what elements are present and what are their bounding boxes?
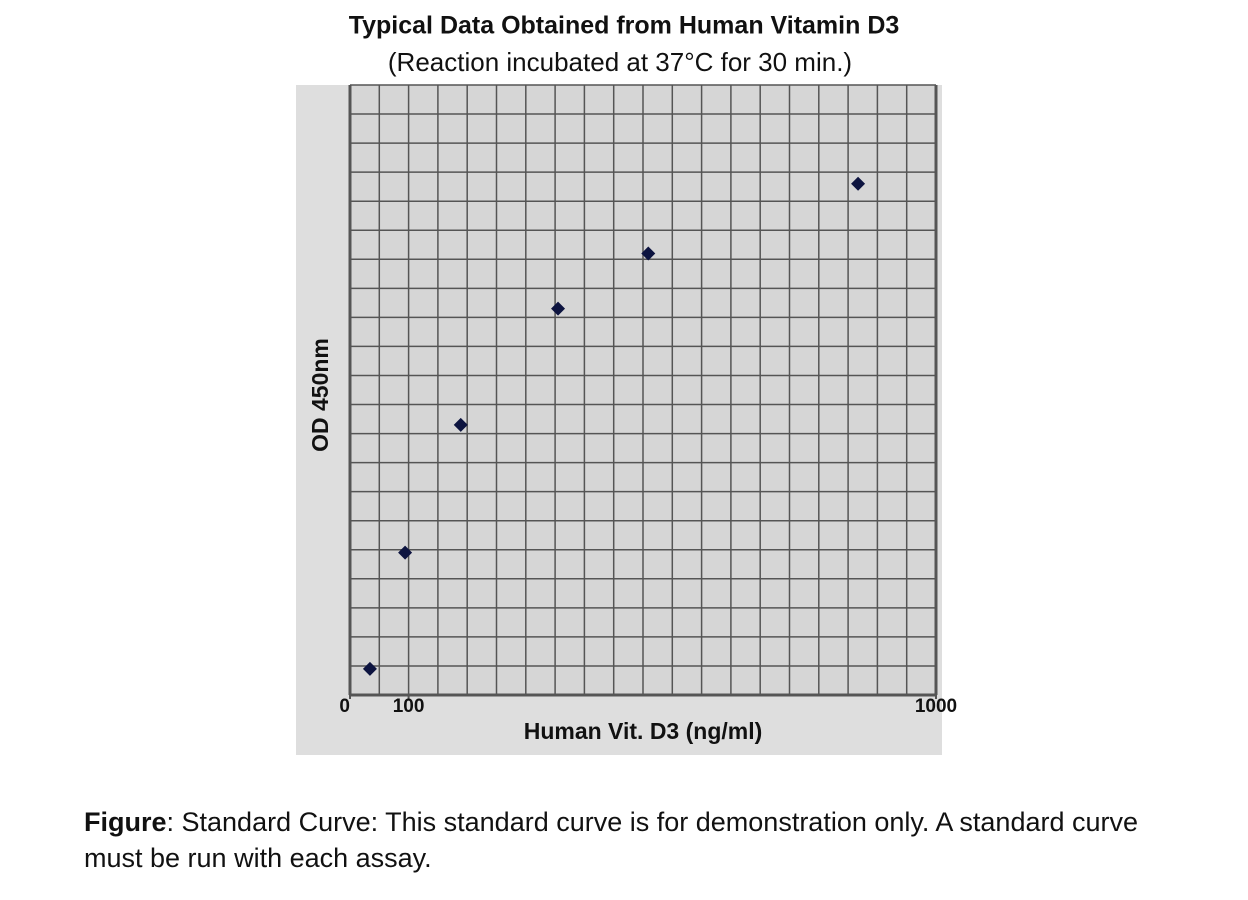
data-point	[398, 545, 413, 560]
data-point	[851, 176, 866, 191]
data-point	[362, 661, 377, 676]
caption-label: Figure	[84, 807, 167, 837]
caption-text: : Standard Curve: This standard curve is…	[84, 807, 1139, 873]
chart-subtitle: (Reaction incubated at 37°C for 30 min.)	[388, 47, 852, 77]
chart: Typical Data Obtained from Human Vitamin…	[296, 12, 957, 755]
x-tick-label: 1000	[915, 696, 957, 717]
grid	[348, 84, 938, 697]
caption: Figure: Standard Curve: This standard cu…	[84, 804, 1184, 876]
chart-title: Typical Data Obtained from Human Vitamin…	[349, 12, 900, 40]
x-tick-label: 0	[339, 696, 350, 717]
data-point	[551, 301, 566, 316]
data-point	[641, 246, 656, 261]
y-axis-label: OD 450nm	[307, 338, 333, 452]
data-point	[453, 417, 468, 432]
x-tick-label: 100	[393, 696, 425, 717]
x-axis-label: Human Vit. D3 (ng/ml)	[524, 718, 763, 744]
